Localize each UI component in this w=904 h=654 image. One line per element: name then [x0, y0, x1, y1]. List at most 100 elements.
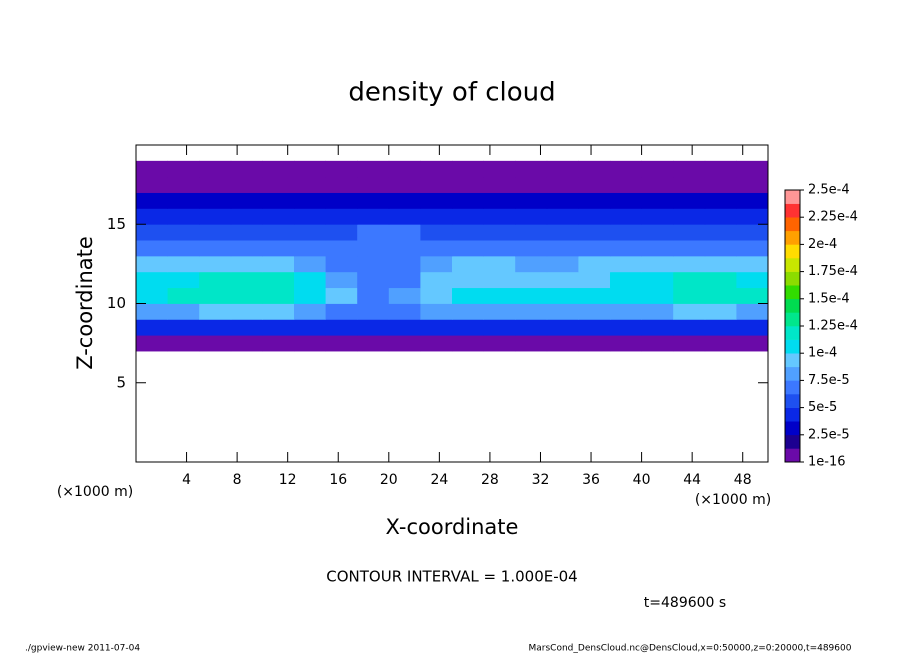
heat-cell [736, 287, 769, 304]
heat-cell [546, 208, 579, 225]
heat-cell [483, 271, 516, 289]
heat-cell [483, 224, 516, 241]
heat-cell [230, 303, 263, 320]
heat-cell [673, 287, 706, 304]
heat-cell [167, 287, 200, 304]
colorbar-band [785, 285, 800, 300]
heat-cell [294, 271, 326, 289]
heat-cell [578, 176, 611, 193]
heat-cell [325, 160, 358, 178]
heat-cell [673, 303, 706, 320]
x-tick-label: 44 [683, 472, 701, 488]
heat-cell [388, 271, 421, 289]
heat-cell [578, 224, 611, 241]
heat-cell [420, 319, 453, 336]
heat-cell [167, 176, 200, 193]
heat-cell [294, 335, 326, 352]
heat-cell [483, 303, 516, 320]
heat-cell [673, 224, 706, 241]
heat-cell [452, 271, 484, 289]
heat-cell [610, 192, 642, 209]
heat-cell [388, 255, 421, 273]
x-axis-label: X-coordinate [386, 515, 519, 539]
y-tick-label: 10 [107, 294, 126, 312]
heat-cell [546, 176, 579, 193]
heat-cell [515, 271, 548, 289]
heat-cell [515, 255, 548, 273]
heat-cell [736, 303, 769, 320]
heat-cell [610, 303, 642, 320]
heat-cell [452, 208, 484, 225]
colorbar-band [785, 190, 800, 204]
heat-cell [610, 271, 642, 289]
heat-cell [167, 319, 200, 336]
heat-cell [673, 208, 706, 225]
heat-cell [262, 208, 295, 225]
heat-cell [136, 255, 168, 273]
heat-cell [483, 208, 516, 225]
heat-cell [515, 192, 548, 209]
heat-cell [420, 335, 453, 352]
heat-cell [610, 319, 642, 336]
heat-cell [515, 224, 548, 241]
colorbar-band [785, 366, 800, 381]
heat-cell [578, 303, 611, 320]
heat-cell [325, 319, 358, 336]
heat-cell [736, 255, 769, 273]
x-tick-label: 8 [233, 472, 242, 488]
contour-note: CONTOUR INTERVAL = 1.000E-04 [326, 568, 577, 586]
heat-cell [357, 255, 390, 273]
heat-cell [136, 303, 168, 320]
heat-cell [515, 319, 548, 336]
colorbar-band [785, 434, 800, 449]
heat-cell [357, 319, 390, 336]
heat-cell [167, 303, 200, 320]
heat-cell [294, 255, 326, 273]
x-tick-label: 12 [279, 472, 297, 488]
heat-cell [230, 176, 263, 193]
heat-cell [136, 176, 168, 193]
x-tick-label: 40 [633, 472, 651, 488]
heat-cell [578, 287, 611, 304]
heat-cell [199, 255, 232, 273]
heat-cell [136, 287, 168, 304]
heat-cell [325, 240, 358, 257]
heat-cell [736, 240, 769, 257]
heat-cell [262, 335, 295, 352]
heat-cell [388, 208, 421, 225]
time-note: t=489600 s [644, 595, 726, 611]
heat-cell [325, 287, 358, 304]
heat-cell [736, 176, 769, 193]
heat-cell [546, 240, 579, 257]
heat-cell [736, 208, 769, 225]
heat-cell [452, 335, 484, 352]
heat-cell [357, 208, 390, 225]
heat-cell [610, 224, 642, 241]
heat-cell [262, 240, 295, 257]
footer-right: MarsCond_DensCloud.nc@DensCloud,x=0:5000… [529, 644, 852, 654]
heat-cell [357, 287, 390, 304]
heat-cell [167, 224, 200, 241]
heat-cell [230, 240, 263, 257]
colorbar-band [785, 244, 800, 259]
heat-cell [452, 287, 484, 304]
heat-cell [578, 240, 611, 257]
heat-cell [230, 335, 263, 352]
heat-cell [704, 224, 737, 241]
heat-cell [199, 303, 232, 320]
heat-cell [736, 335, 769, 352]
heat-cell [673, 192, 706, 209]
heat-cell [388, 319, 421, 336]
heat-cell [294, 303, 326, 320]
heat-cell [452, 224, 484, 241]
heat-cell [167, 192, 200, 209]
heat-cell [452, 303, 484, 320]
heat-cell [483, 319, 516, 336]
heat-cell [704, 287, 737, 304]
heat-cell [325, 224, 358, 241]
x-tick-label: 48 [734, 472, 752, 488]
heat-cell [294, 287, 326, 304]
heat-cell [420, 287, 453, 304]
heat-cell [294, 240, 326, 257]
colorbar-band [785, 312, 800, 327]
